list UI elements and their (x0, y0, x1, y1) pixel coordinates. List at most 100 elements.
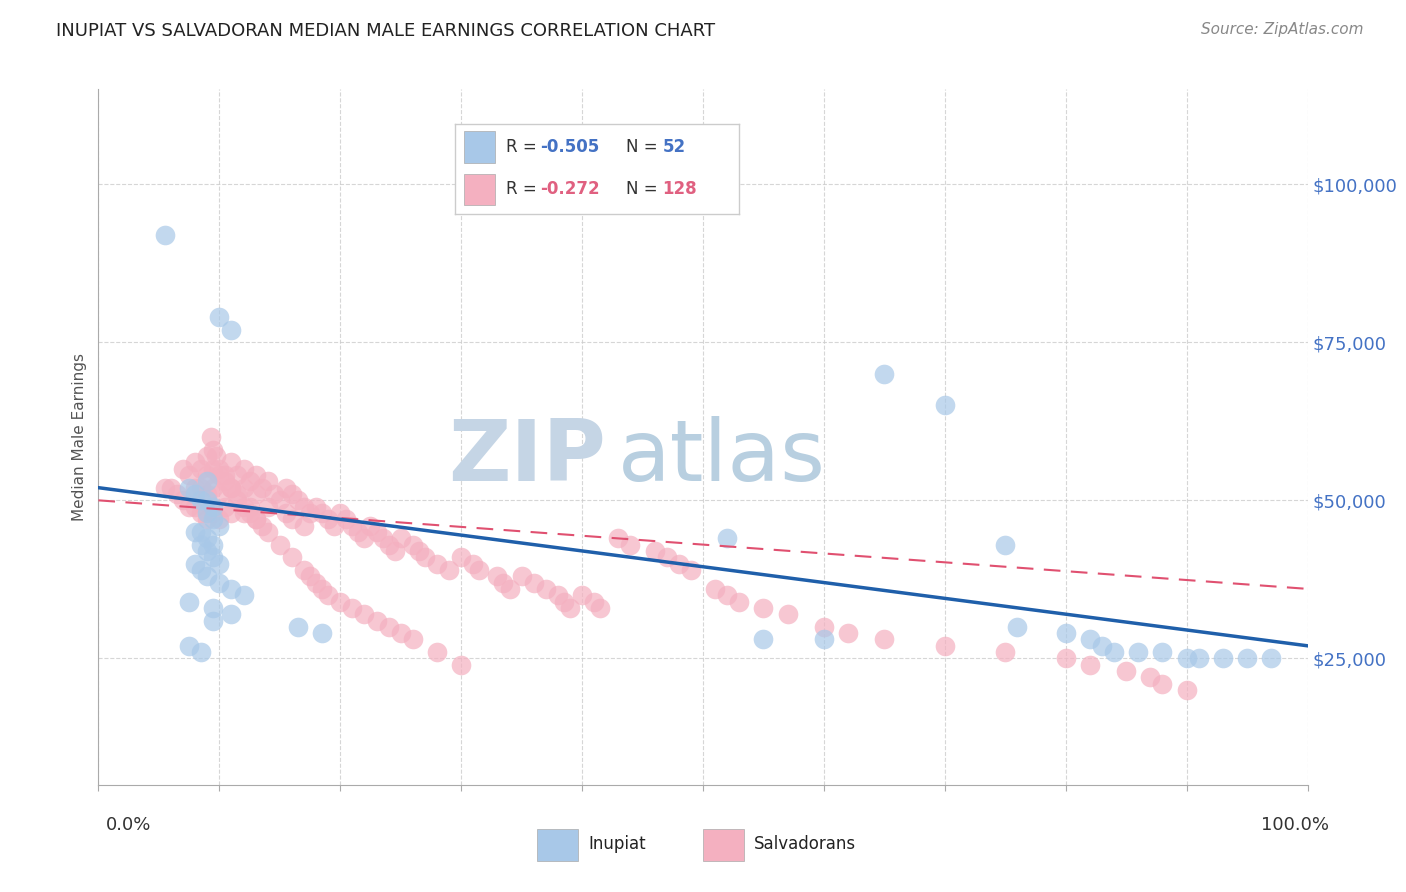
Point (239, 506, 262, 520)
Point (202, 481, 225, 495)
Point (668, 557, 690, 571)
Point (269, 493, 291, 508)
Point (184, 500, 207, 514)
Point (1175, 651, 1198, 665)
Point (226, 468, 249, 483)
Point (1078, 657, 1101, 672)
Point (1078, 632, 1101, 647)
Point (190, 645, 212, 659)
Point (221, 607, 243, 622)
Point (323, 518, 346, 533)
Point (202, 600, 225, 615)
Point (190, 493, 212, 508)
Point (704, 582, 727, 596)
Point (202, 550, 225, 565)
Point (214, 468, 236, 483)
Point (245, 468, 267, 483)
Point (311, 506, 333, 520)
Point (202, 442, 225, 457)
Point (716, 531, 738, 545)
Point (214, 500, 236, 514)
Point (450, 657, 472, 672)
Point (160, 481, 183, 495)
Point (994, 645, 1017, 659)
Point (377, 538, 399, 552)
Point (1115, 664, 1137, 678)
Text: ZIP: ZIP (449, 417, 606, 500)
Point (269, 538, 291, 552)
Point (208, 512, 231, 526)
Point (329, 506, 352, 520)
Point (208, 310, 231, 324)
Point (172, 493, 194, 508)
Point (1236, 651, 1258, 665)
Point (221, 322, 243, 336)
Point (232, 506, 254, 520)
Point (179, 481, 201, 495)
Point (195, 487, 218, 501)
Point (226, 493, 249, 508)
Point (232, 481, 254, 495)
Point (679, 563, 702, 577)
Point (450, 550, 472, 565)
Point (232, 588, 254, 602)
Point (202, 538, 225, 552)
Point (523, 575, 546, 590)
Point (208, 468, 231, 483)
Point (184, 455, 207, 469)
Point (607, 531, 630, 545)
Point (426, 645, 449, 659)
Point (221, 582, 243, 596)
Point (208, 575, 231, 590)
Point (1175, 683, 1198, 698)
Point (873, 367, 896, 381)
Y-axis label: Median Male Earnings: Median Male Earnings (72, 353, 87, 521)
Point (402, 538, 425, 552)
Point (366, 524, 388, 539)
Point (195, 493, 218, 508)
Point (263, 487, 285, 501)
Point (292, 518, 315, 533)
Point (200, 430, 222, 444)
Point (305, 500, 328, 514)
Point (553, 594, 575, 608)
Point (329, 594, 352, 608)
Point (1091, 639, 1114, 653)
Point (1128, 645, 1150, 659)
Point (214, 475, 236, 489)
Point (202, 614, 225, 628)
Point (716, 588, 738, 602)
Point (413, 550, 436, 565)
Point (655, 550, 678, 565)
Point (245, 487, 267, 501)
Point (342, 600, 364, 615)
Point (299, 506, 322, 520)
Text: 100.0%: 100.0% (1261, 816, 1329, 834)
Point (402, 632, 425, 647)
Point (934, 639, 956, 653)
Point (311, 626, 333, 640)
Point (813, 620, 835, 634)
Point (221, 481, 243, 495)
Point (1007, 620, 1029, 634)
Point (202, 500, 225, 514)
Point (195, 475, 218, 489)
Point (311, 582, 333, 596)
Point (619, 538, 641, 552)
Point (195, 531, 218, 545)
Point (316, 588, 339, 602)
Point (353, 607, 375, 622)
Point (184, 487, 207, 501)
Point (226, 487, 249, 501)
Point (583, 594, 606, 608)
Point (1188, 651, 1211, 665)
Text: Source: ZipAtlas.com: Source: ZipAtlas.com (1201, 22, 1364, 37)
Point (239, 475, 262, 489)
Point (994, 538, 1017, 552)
Point (342, 518, 364, 533)
Text: 0.0%: 0.0% (105, 816, 150, 834)
Point (752, 632, 775, 647)
Point (558, 600, 581, 615)
Point (184, 481, 207, 495)
Point (250, 481, 273, 495)
